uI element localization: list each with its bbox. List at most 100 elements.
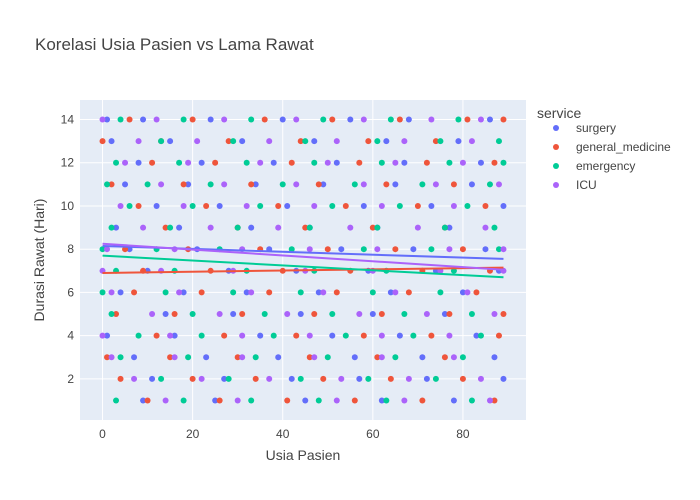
data-point-surgery[interactable] <box>104 116 111 123</box>
data-point-general_medicine[interactable] <box>216 397 223 404</box>
data-point-emergency[interactable] <box>252 354 259 361</box>
data-point-emergency[interactable] <box>419 181 426 188</box>
data-point-surgery[interactable] <box>171 332 178 339</box>
data-point-emergency[interactable] <box>491 224 498 231</box>
data-point-emergency[interactable] <box>495 246 502 253</box>
data-point-general_medicine[interactable] <box>113 311 120 318</box>
data-point-ICU[interactable] <box>378 354 385 361</box>
data-point-ICU[interactable] <box>117 202 124 209</box>
data-point-emergency[interactable] <box>243 159 250 166</box>
data-point-general_medicine[interactable] <box>333 289 340 296</box>
data-point-ICU[interactable] <box>324 159 331 166</box>
data-point-surgery[interactable] <box>333 159 340 166</box>
data-point-surgery[interactable] <box>401 159 408 166</box>
data-point-general_medicine[interactable] <box>284 397 291 404</box>
data-point-emergency[interactable] <box>342 332 349 339</box>
data-point-surgery[interactable] <box>153 202 160 209</box>
data-point-surgery[interactable] <box>468 181 475 188</box>
data-point-emergency[interactable] <box>198 332 205 339</box>
data-point-ICU[interactable] <box>491 311 498 318</box>
data-point-ICU[interactable] <box>392 289 399 296</box>
data-point-emergency[interactable] <box>378 159 385 166</box>
data-point-ICU[interactable] <box>500 246 507 253</box>
data-point-general_medicine[interactable] <box>441 354 448 361</box>
data-point-ICU[interactable] <box>171 354 178 361</box>
data-point-general_medicine[interactable] <box>491 159 498 166</box>
data-point-emergency[interactable] <box>185 354 192 361</box>
data-point-general_medicine[interactable] <box>324 246 331 253</box>
data-point-ICU[interactable] <box>293 116 300 123</box>
data-point-general_medicine[interactable] <box>162 224 169 231</box>
data-point-surgery[interactable] <box>459 289 466 296</box>
data-point-ICU[interactable] <box>275 224 282 231</box>
data-point-general_medicine[interactable] <box>365 138 372 145</box>
data-point-surgery[interactable] <box>216 202 223 209</box>
data-point-emergency[interactable] <box>144 181 151 188</box>
data-point-emergency[interactable] <box>99 246 106 253</box>
data-point-general_medicine[interactable] <box>131 289 138 296</box>
data-point-emergency[interactable] <box>225 375 232 382</box>
data-point-emergency[interactable] <box>302 138 309 145</box>
data-point-ICU[interactable] <box>428 116 435 123</box>
data-point-general_medicine[interactable] <box>167 354 174 361</box>
data-point-ICU[interactable] <box>284 311 291 318</box>
data-point-general_medicine[interactable] <box>459 375 466 382</box>
data-point-ICU[interactable] <box>333 138 340 145</box>
data-point-emergency[interactable] <box>248 116 255 123</box>
data-point-emergency[interactable] <box>104 181 111 188</box>
data-point-emergency[interactable] <box>113 397 120 404</box>
data-point-ICU[interactable] <box>207 224 214 231</box>
data-point-emergency[interactable] <box>365 375 372 382</box>
data-point-emergency[interactable] <box>257 202 264 209</box>
data-point-ICU[interactable] <box>135 138 142 145</box>
data-point-general_medicine[interactable] <box>104 354 111 361</box>
data-point-surgery[interactable] <box>113 224 120 231</box>
data-point-general_medicine[interactable] <box>315 181 322 188</box>
data-point-surgery[interactable] <box>180 289 187 296</box>
data-point-general_medicine[interactable] <box>198 289 205 296</box>
data-point-emergency[interactable] <box>189 202 196 209</box>
data-point-surgery[interactable] <box>239 138 246 145</box>
data-point-ICU[interactable] <box>99 116 106 123</box>
legend[interactable]: service surgery general_medicine emergency… <box>537 105 671 192</box>
data-point-ICU[interactable] <box>486 397 493 404</box>
data-point-emergency[interactable] <box>297 375 304 382</box>
data-point-ICU[interactable] <box>153 116 160 123</box>
data-point-general_medicine[interactable] <box>225 138 232 145</box>
data-point-general_medicine[interactable] <box>302 224 309 231</box>
data-point-general_medicine[interactable] <box>311 311 318 318</box>
data-point-ICU[interactable] <box>477 375 484 382</box>
data-point-ICU[interactable] <box>180 202 187 209</box>
data-point-general_medicine[interactable] <box>180 181 187 188</box>
data-point-emergency[interactable] <box>126 202 133 209</box>
data-point-ICU[interactable] <box>414 224 421 231</box>
data-point-emergency[interactable] <box>180 397 187 404</box>
data-point-general_medicine[interactable] <box>428 332 435 339</box>
data-point-general_medicine[interactable] <box>378 311 385 318</box>
data-point-emergency[interactable] <box>288 246 295 253</box>
data-point-ICU[interactable] <box>459 159 466 166</box>
data-point-ICU[interactable] <box>140 224 147 231</box>
data-point-surgery[interactable] <box>356 375 363 382</box>
data-point-ICU[interactable] <box>108 354 115 361</box>
data-point-surgery[interactable] <box>423 375 430 382</box>
data-point-ICU[interactable] <box>477 116 484 123</box>
data-point-surgery[interactable] <box>351 354 358 361</box>
data-point-ICU[interactable] <box>495 181 502 188</box>
data-point-ICU[interactable] <box>333 397 340 404</box>
data-point-general_medicine[interactable] <box>464 116 471 123</box>
data-point-surgery[interactable] <box>500 202 507 209</box>
data-point-surgery[interactable] <box>329 332 336 339</box>
data-point-surgery[interactable] <box>230 311 237 318</box>
data-point-ICU[interactable] <box>194 138 201 145</box>
data-point-surgery[interactable] <box>108 138 115 145</box>
data-point-surgery[interactable] <box>347 116 354 123</box>
data-point-emergency[interactable] <box>428 246 435 253</box>
data-point-ICU[interactable] <box>216 311 223 318</box>
data-point-emergency[interactable] <box>306 224 313 231</box>
data-point-surgery[interactable] <box>302 397 309 404</box>
data-point-ICU[interactable] <box>356 311 363 318</box>
data-point-general_medicine[interactable] <box>369 224 376 231</box>
data-point-emergency[interactable] <box>374 224 381 231</box>
data-point-ICU[interactable] <box>243 202 250 209</box>
